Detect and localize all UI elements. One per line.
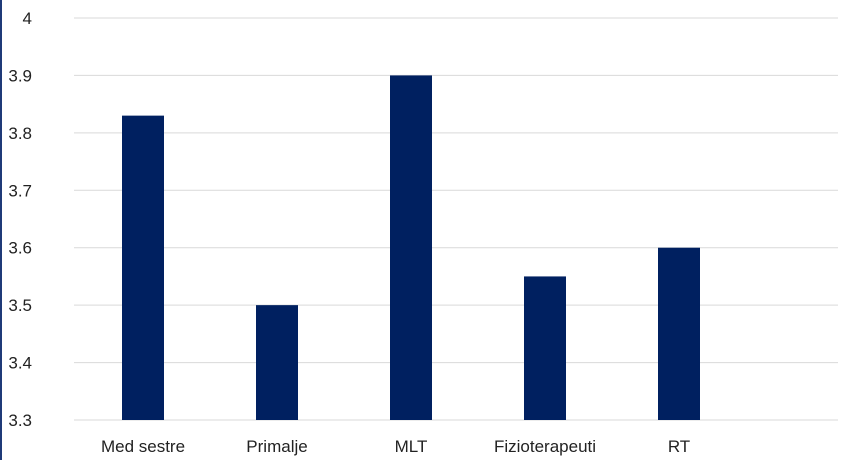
y-axis-ticks: 3.3 3.4 3.5 3.6 3.7 3.8 3.9 4 bbox=[8, 9, 32, 430]
bar-mlt bbox=[390, 75, 432, 420]
y-tick-label: 3.8 bbox=[8, 124, 32, 143]
x-axis-labels: Med sestre Primalje MLT Fizioterapeuti RT bbox=[101, 437, 690, 456]
x-category-label: Med sestre bbox=[101, 437, 185, 456]
x-category-label: Primalje bbox=[246, 437, 307, 456]
y-tick-label: 3.7 bbox=[8, 181, 32, 200]
y-tick-label: 3.4 bbox=[8, 354, 32, 373]
x-category-label: Fizioterapeuti bbox=[494, 437, 596, 456]
y-tick-label: 4 bbox=[23, 9, 32, 28]
y-tick-label: 3.3 bbox=[8, 411, 32, 430]
gridlines bbox=[74, 17, 838, 421]
y-tick-label: 3.6 bbox=[8, 239, 32, 258]
x-category-label: MLT bbox=[395, 437, 428, 456]
bar-fizioterapeuti bbox=[524, 276, 566, 420]
y-tick-label: 3.9 bbox=[8, 66, 32, 85]
bar-primalje bbox=[256, 305, 298, 420]
bars bbox=[122, 75, 700, 420]
bar-med-sestre bbox=[122, 115, 164, 420]
x-category-label: RT bbox=[668, 437, 690, 456]
y-tick-label: 3.5 bbox=[8, 296, 32, 315]
bar-rt bbox=[658, 247, 700, 420]
